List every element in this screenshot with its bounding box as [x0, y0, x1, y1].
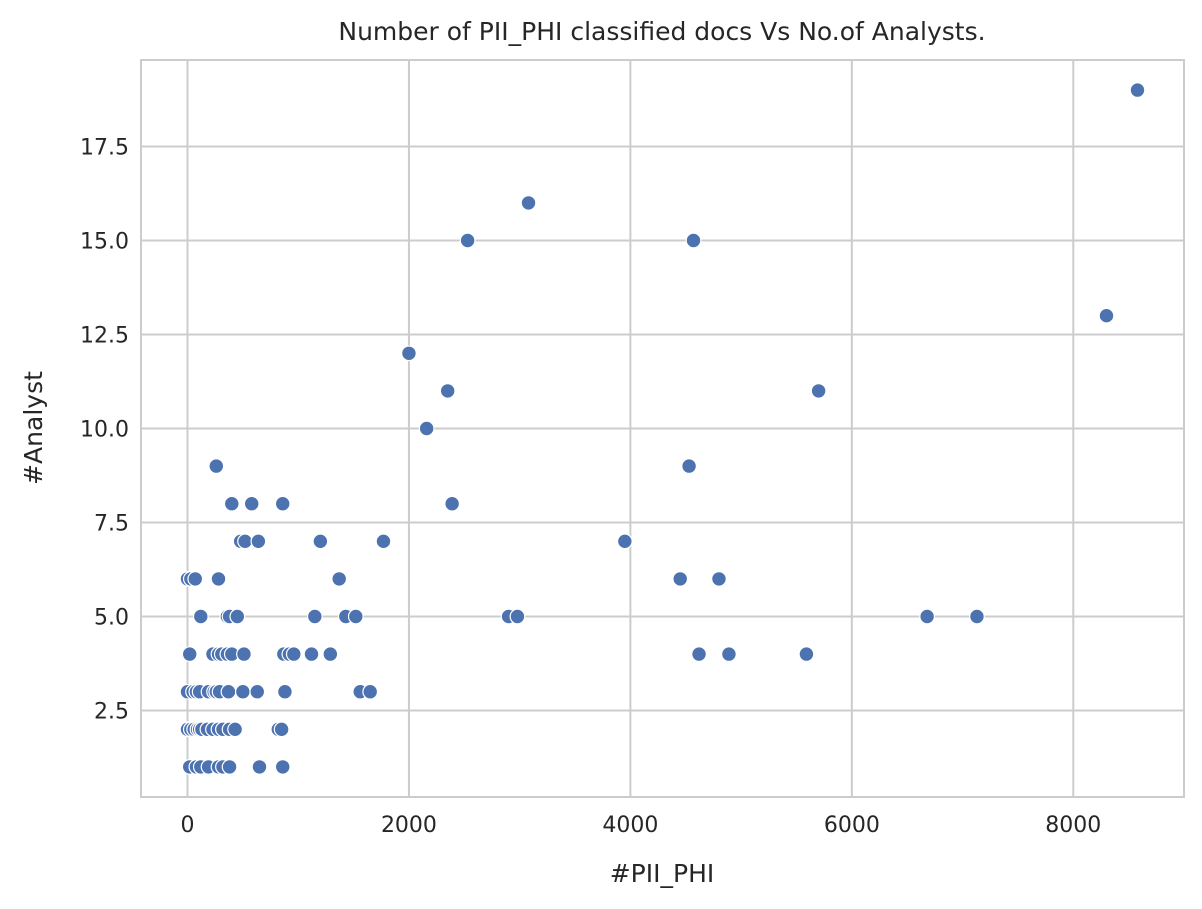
chart-title: Number of PII_PHI classified docs Vs No.… [338, 17, 985, 46]
data-point [691, 646, 707, 663]
data-point [401, 345, 417, 362]
data-point [459, 232, 476, 249]
data-point [439, 382, 456, 399]
data-point [208, 458, 225, 475]
data-point [969, 608, 985, 625]
data-point [810, 382, 827, 399]
data-point [798, 646, 815, 663]
data-point [303, 646, 320, 663]
data-point [331, 571, 348, 587]
x-tick-label: 6000 [824, 813, 880, 838]
y-tick-label: 2.5 [94, 700, 129, 725]
y-tick-labels: 2.5 5.0 7.5 10.0 12.5 15.0 17.5 [80, 135, 129, 724]
data-point [220, 683, 237, 700]
data-point [322, 646, 339, 663]
data-point [616, 533, 633, 550]
data-point [672, 571, 689, 587]
data-point [251, 759, 268, 775]
data-point [306, 608, 323, 625]
data-point [1098, 307, 1115, 324]
data-point [418, 420, 435, 437]
data-point [187, 571, 204, 587]
data-point [520, 194, 537, 211]
data-point [681, 458, 697, 475]
data-point [249, 683, 266, 700]
x-tick-label: 2000 [381, 813, 437, 838]
data-point [1129, 82, 1146, 98]
y-tick-label: 12.5 [80, 323, 129, 348]
data-point [919, 608, 936, 625]
data-point [312, 533, 329, 550]
y-tick-label: 15.0 [80, 229, 129, 254]
data-point [237, 533, 253, 550]
data-point [375, 533, 392, 550]
data-point [277, 683, 293, 700]
x-axis-title: #PII_PHI [610, 859, 715, 888]
y-tick-label: 7.5 [94, 512, 129, 537]
x-tick-label: 0 [181, 813, 195, 838]
data-point [250, 533, 267, 550]
y-tick-label: 5.0 [94, 606, 129, 631]
data-point [210, 571, 227, 587]
plot-frame [140, 59, 1185, 798]
x-tick-labels: 0 2000 4000 6000 8000 [181, 813, 1102, 838]
data-point [223, 495, 240, 512]
data-point [285, 646, 302, 663]
data-point [192, 608, 209, 625]
data-point [721, 646, 737, 663]
data-point [685, 232, 702, 249]
data-points [179, 82, 1146, 775]
data-point [181, 646, 198, 663]
data-point [509, 608, 526, 625]
data-point [347, 608, 364, 625]
x-tick-label: 4000 [602, 813, 658, 838]
y-tick-label: 10.0 [80, 418, 129, 443]
data-point [711, 571, 727, 587]
data-point [362, 683, 379, 700]
x-tick-label: 8000 [1045, 813, 1101, 838]
data-point [274, 495, 291, 512]
data-point [234, 683, 251, 700]
data-point [229, 608, 246, 625]
data-point [236, 646, 252, 663]
data-point [243, 495, 260, 512]
y-axis-title: #Analyst [19, 371, 48, 485]
data-point [227, 721, 244, 738]
data-point [221, 759, 238, 775]
data-point [273, 721, 290, 738]
y-tick-label: 17.5 [80, 135, 129, 160]
data-point [444, 495, 461, 512]
data-point [274, 759, 291, 775]
